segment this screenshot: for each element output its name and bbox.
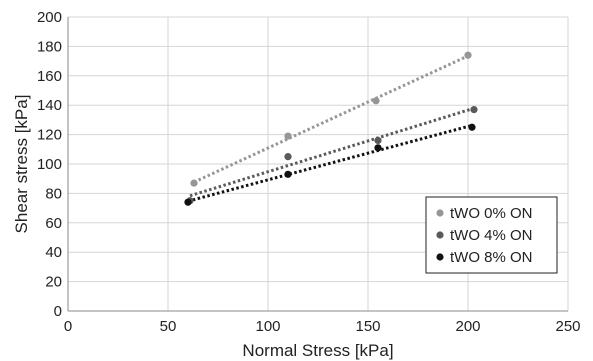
data-point-series-2 (284, 153, 292, 161)
legend: tWO 0% ON tWO 4% ON tWO 8% ON (425, 196, 558, 274)
trendline-series-2 (189, 106, 475, 198)
data-point-series-1 (284, 132, 292, 140)
trendlines (187, 54, 475, 203)
y-tick-label: 100 (37, 156, 62, 173)
y-tick-label: 200 (37, 9, 62, 26)
y-tick-label: 40 (45, 244, 62, 261)
trendline-series-3 (187, 123, 473, 203)
legend-marker (436, 209, 444, 217)
tick-labels: 0 20 40 60 80 100 120 140 160 180 200 0 50 100 150 200 2… (37, 9, 581, 335)
data-point-series-3 (468, 123, 476, 131)
axes (67, 17, 568, 312)
y-tick-label: 140 (37, 97, 62, 114)
data-point-series-1 (190, 179, 198, 187)
legend-label: tWO 4% ON (450, 227, 533, 244)
data-point-series-1 (464, 51, 472, 59)
y-tick-label: 20 (45, 274, 62, 291)
data-point-series-2 (374, 136, 382, 145)
y-tick-label: 160 (37, 68, 62, 85)
legend-marker (436, 253, 444, 261)
trendline-series-1 (193, 54, 469, 184)
data-point-series-3 (184, 198, 192, 206)
legend-box (425, 196, 558, 274)
data-point-series-3 (374, 144, 382, 152)
data-point-series-3 (284, 170, 292, 178)
x-tick-label: 100 (255, 318, 280, 335)
x-axis-title: Normal Stress [kPa] (242, 341, 393, 360)
data-point-series-2 (470, 106, 478, 114)
y-axis-title: Shear stress [kPa] (12, 95, 31, 234)
x-tick-label: 200 (455, 318, 480, 335)
y-tick-label: 0 (54, 303, 62, 320)
legend-label: tWO 0% ON (450, 205, 533, 222)
x-tick-label: 150 (355, 318, 380, 335)
legend-label: tWO 8% ON (450, 249, 533, 266)
y-tick-label: 120 (37, 127, 62, 144)
legend-marker (436, 231, 444, 239)
y-tick-label: 80 (45, 185, 62, 202)
y-tick-label: 60 (45, 215, 62, 232)
data-points (184, 51, 478, 206)
x-tick-label: 50 (160, 318, 177, 335)
x-tick-label: 0 (64, 318, 72, 335)
data-point-series-1 (372, 97, 380, 105)
y-tick-label: 180 (37, 38, 62, 55)
x-tick-label: 250 (555, 318, 580, 335)
